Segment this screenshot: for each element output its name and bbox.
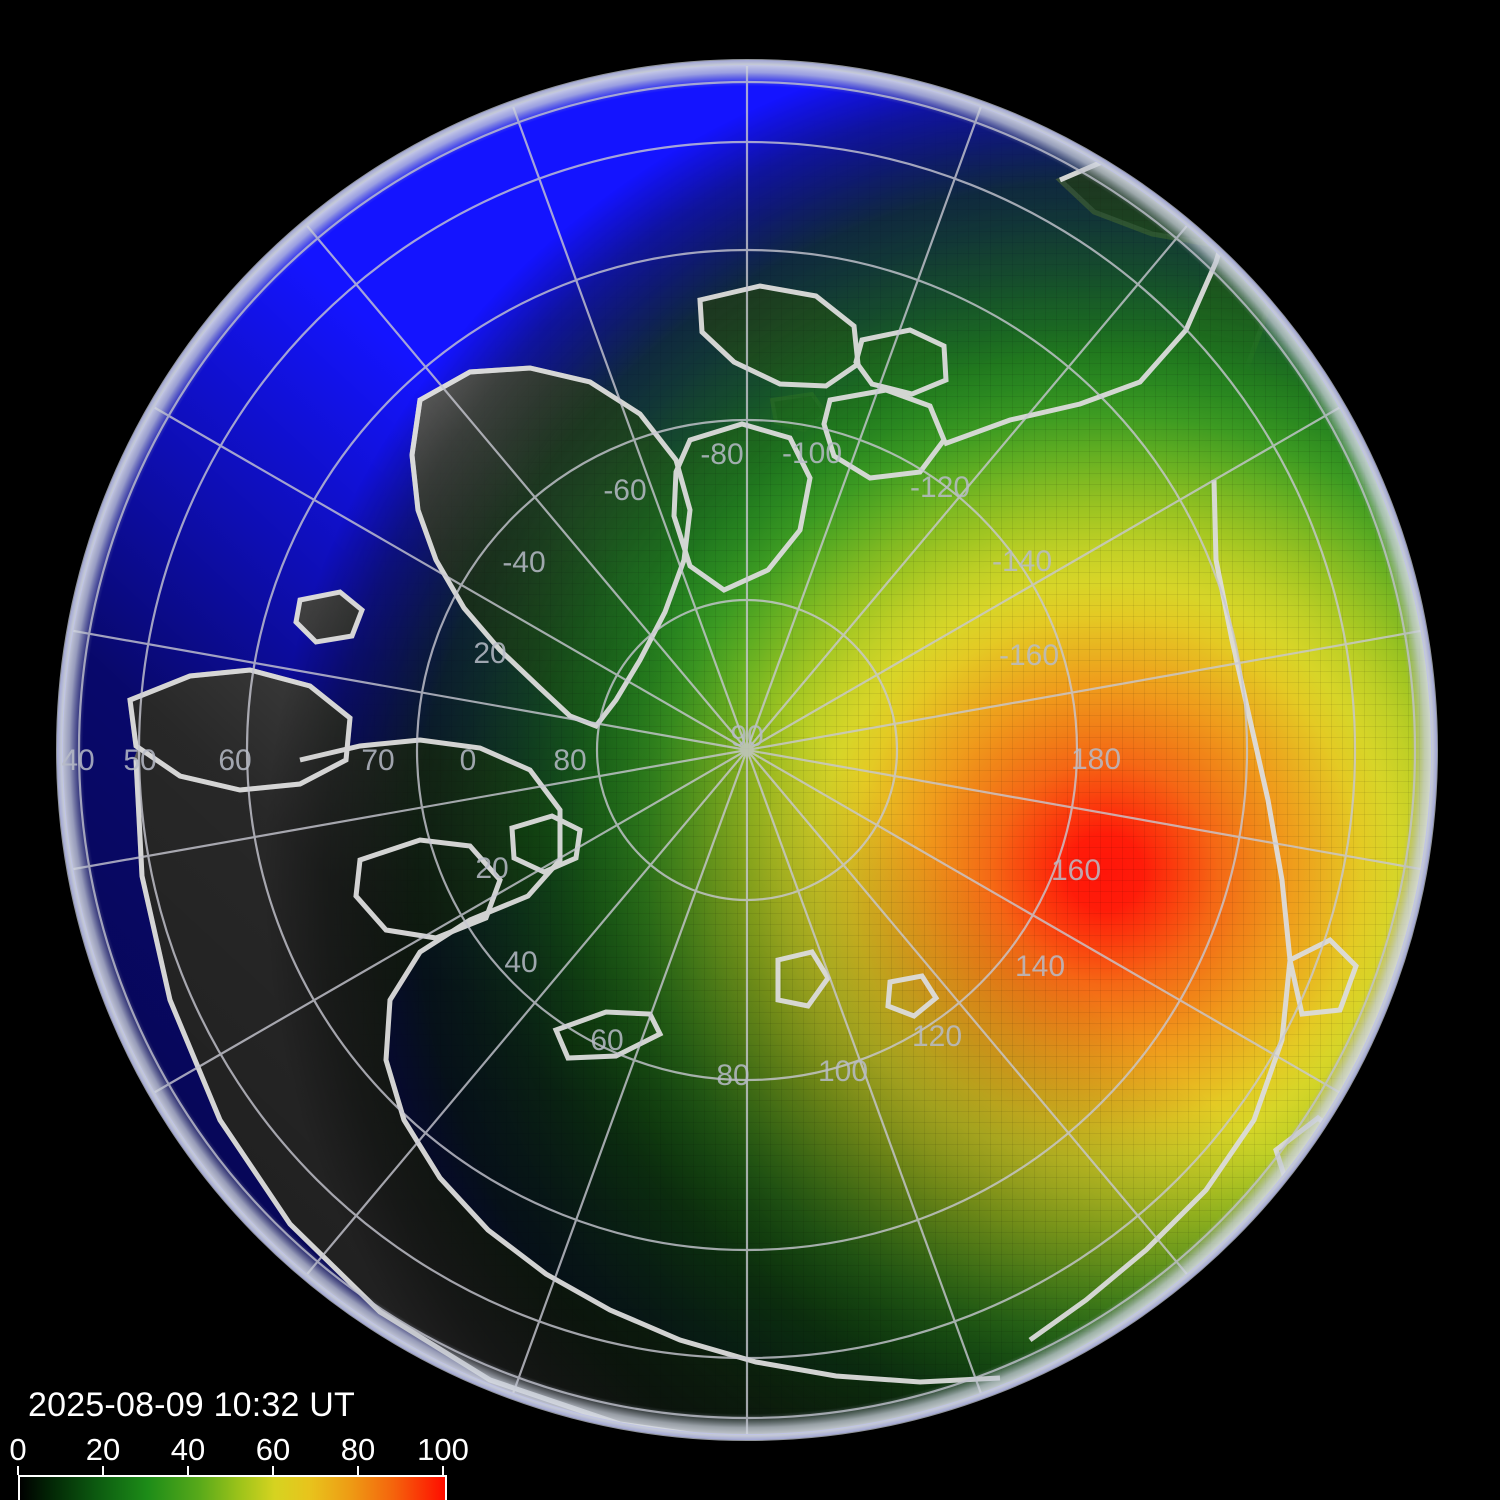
timestamp-label: 2025-08-09 10:32 UT	[28, 1386, 356, 1424]
colorbar-tick-label-4: 80	[340, 1432, 376, 1467]
longitude-label-13: -100	[782, 437, 842, 470]
limb-glow	[57, 60, 1437, 1440]
longitude-label-8: 160	[1051, 854, 1101, 887]
colorbar-tick-mark-3	[272, 1466, 274, 1475]
colorbar-tick-mark-4	[357, 1466, 359, 1475]
longitude-label-14: -80	[700, 438, 743, 471]
colorbar-tick-labels: 0 20 40 60 80 100	[9, 1432, 468, 1467]
longitude-label-4: 80	[716, 1059, 749, 1092]
latitude-label-1: 50	[123, 744, 156, 777]
longitude-label-0: 0	[460, 744, 477, 777]
colorbar-gradient	[20, 1477, 445, 1500]
colorbar-tick-label-0: 0	[9, 1432, 27, 1467]
colorbar-tick-label-1: 20	[85, 1432, 121, 1467]
longitude-label-15: -60	[603, 474, 646, 507]
latitude-label-5: 90	[730, 720, 763, 753]
colorbar-tick-label-3: 60	[255, 1432, 291, 1467]
longitude-label-16: -40	[502, 546, 545, 579]
longitude-label-17: 20	[473, 637, 506, 670]
colorbar-bar-frame	[18, 1475, 447, 1500]
longitude-label-10: -160	[999, 639, 1059, 672]
longitude-label-9: 180	[1071, 743, 1121, 776]
latitude-label-4: 80	[553, 744, 586, 777]
longitude-label-12: -120	[910, 471, 970, 504]
colorbar-tick-mark-5	[442, 1466, 444, 1475]
colorbar-tick-mark-1	[102, 1466, 104, 1475]
limb-ring	[56, 59, 1438, 1441]
colorbar-tick-mark-0	[17, 1466, 19, 1475]
longitude-label-2: 40	[504, 946, 537, 979]
longitude-label-3: 60	[590, 1024, 623, 1057]
colorbar-ticks	[17, 1466, 444, 1475]
longitude-label-6: 120	[912, 1020, 962, 1053]
colorbar-tick-mark-2	[187, 1466, 189, 1475]
longitude-label-11: -140	[992, 545, 1052, 578]
longitude-label-7: 140	[1015, 950, 1065, 983]
colorbar-tick-label-2: 40	[170, 1432, 206, 1467]
colorbar-tick-label-5: 100	[417, 1432, 469, 1467]
longitude-label-5: 100	[818, 1055, 868, 1088]
latitude-label-2: 60	[218, 744, 251, 777]
latitude-label-0: 40	[61, 744, 94, 777]
limb-layer	[56, 59, 1438, 1441]
longitude-label-1: 20	[475, 852, 508, 885]
latitude-label-3: 70	[361, 744, 394, 777]
graticule-labels: 40 50 60 70 80 90 0 20 40 60 80 100 120 140 160 180 -16…	[61, 437, 1121, 1092]
colorbar-legend: 0 20 40 60 80 100	[9, 1432, 469, 1500]
